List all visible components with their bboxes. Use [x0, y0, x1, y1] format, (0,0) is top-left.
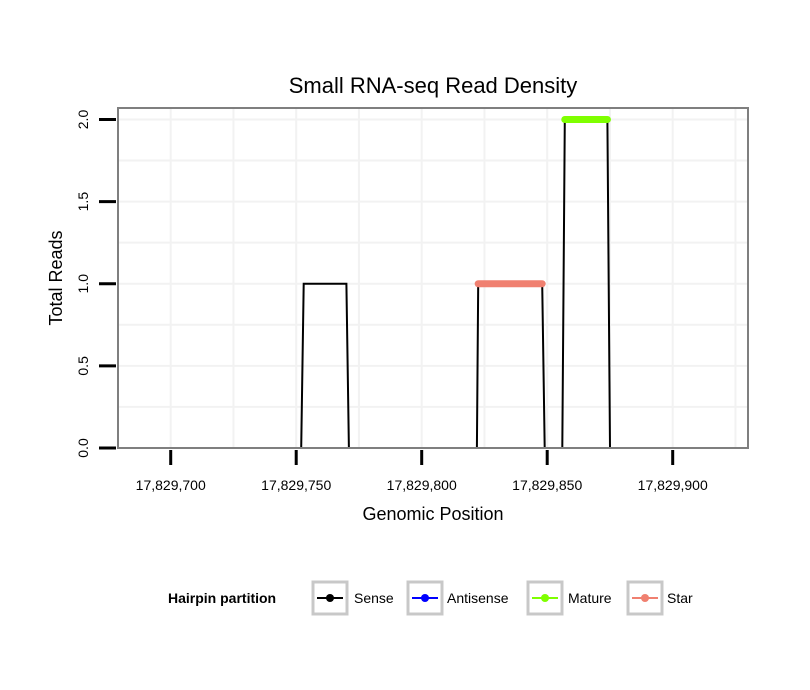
- y-tick-label: 1.0: [75, 274, 91, 294]
- x-tick-label: 17,829,750: [261, 477, 331, 493]
- y-tick-label: 1.5: [75, 192, 91, 212]
- legend-swatch-point-sense: [326, 594, 334, 602]
- y-axis-label: Total Reads: [46, 230, 66, 325]
- legend-label-sense: Sense: [354, 590, 394, 606]
- x-axis-label: Genomic Position: [362, 504, 503, 524]
- x-tick-label: 17,829,700: [136, 477, 206, 493]
- x-tick-label: 17,829,850: [512, 477, 582, 493]
- legend-swatch-point-star: [641, 594, 649, 602]
- panel-background: [118, 108, 748, 448]
- legend: Hairpin partition Sense Antisense Mature St…: [168, 580, 693, 616]
- panel-border: [117, 107, 749, 449]
- axis-ticks: 17,829,700 17,829,750 17,829,800 17,829,850…: [75, 110, 708, 493]
- y-tick-label: 0.5: [75, 356, 91, 376]
- x-tick-label: 17,829,900: [638, 477, 708, 493]
- chart-title: Small RNA-seq Read Density: [289, 73, 578, 98]
- legend-label-star: Star: [667, 590, 693, 606]
- legend-swatch-point-antisense: [421, 594, 429, 602]
- legend-title: Hairpin partition: [168, 590, 276, 606]
- y-tick-label: 2.0: [75, 110, 91, 130]
- legend-swatch-point-mature: [541, 594, 549, 602]
- x-tick-label: 17,829,800: [387, 477, 457, 493]
- y-tick-label: 0.0: [75, 438, 91, 458]
- legend-label-mature: Mature: [568, 590, 612, 606]
- plot-panel: [117, 107, 749, 449]
- legend-label-antisense: Antisense: [447, 590, 509, 606]
